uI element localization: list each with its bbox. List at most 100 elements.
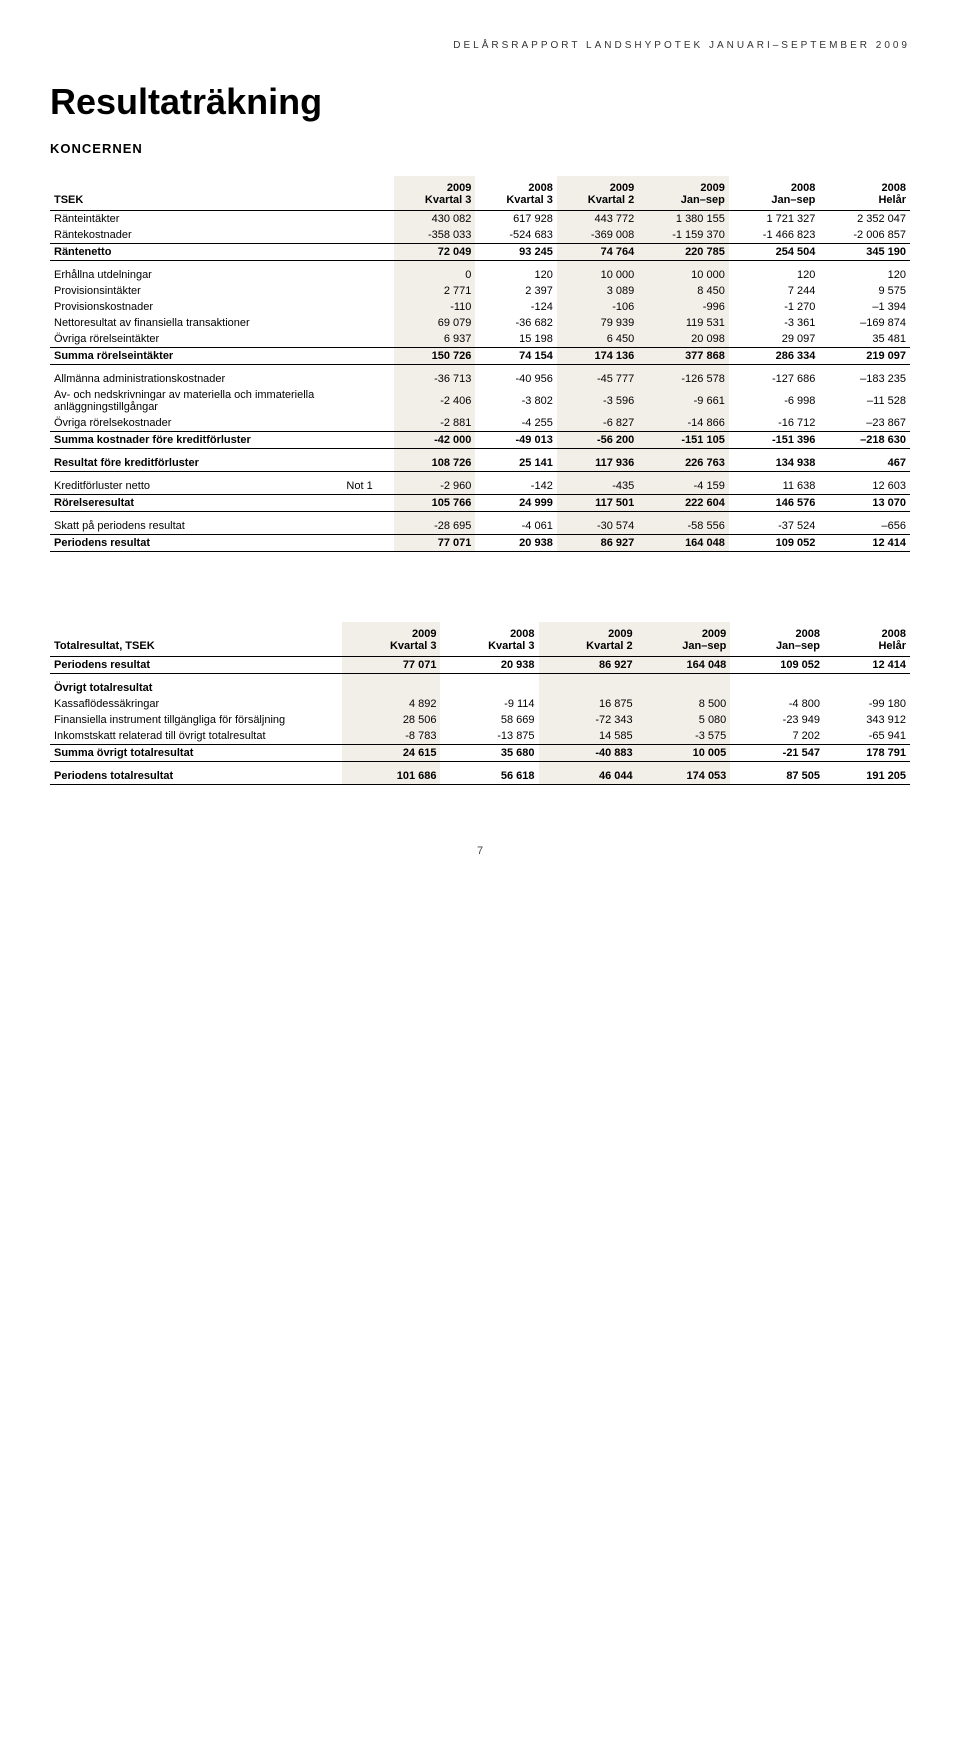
subtitle: KONCERNEN bbox=[50, 141, 910, 156]
cell-value: 150 726 bbox=[394, 348, 475, 365]
cell-value bbox=[730, 680, 824, 696]
cell-value: -42 000 bbox=[394, 432, 475, 449]
cell-value: -358 033 bbox=[394, 227, 475, 244]
cell-value: 7 244 bbox=[729, 283, 820, 299]
cell-value: -142 bbox=[475, 478, 556, 495]
cell-value: -110 bbox=[394, 299, 475, 315]
row-label: Inkomstskatt relaterad till övrigt total… bbox=[50, 728, 342, 745]
cell-value: 430 082 bbox=[394, 211, 475, 228]
cell-value: 12 414 bbox=[819, 535, 910, 552]
row-label: Övrigt totalresultat bbox=[50, 680, 342, 696]
row-label: Ränteintäkter bbox=[50, 211, 342, 228]
table-row: Summa rörelseintäkter150 72674 154174 13… bbox=[50, 348, 910, 365]
cell-value: 25 141 bbox=[475, 455, 556, 472]
row-note bbox=[342, 211, 394, 228]
cell-value: 109 052 bbox=[729, 535, 820, 552]
cell-value: 1 380 155 bbox=[638, 211, 729, 228]
cell-value: 134 938 bbox=[729, 455, 820, 472]
cell-value: 8 500 bbox=[637, 696, 731, 712]
table-row: Rörelseresultat105 76624 999117 501222 6… bbox=[50, 495, 910, 512]
cell-value: 12 414 bbox=[824, 657, 910, 674]
cell-value: -3 575 bbox=[637, 728, 731, 745]
cell-value: -127 686 bbox=[729, 371, 820, 387]
row-label: Periodens resultat bbox=[50, 535, 342, 552]
cell-value: -4 800 bbox=[730, 696, 824, 712]
cell-value: 24 615 bbox=[342, 745, 440, 762]
row-label: Kreditförluster netto bbox=[50, 478, 342, 495]
table-row: Ränteintäkter430 082617 928443 7721 380 … bbox=[50, 211, 910, 228]
cell-value: –1 394 bbox=[819, 299, 910, 315]
col-header: 2008Jan–sep bbox=[730, 622, 824, 657]
row-label: Periodens resultat bbox=[50, 657, 342, 674]
cell-value: -151 105 bbox=[638, 432, 729, 449]
row-label: Periodens totalresultat bbox=[50, 768, 342, 785]
cell-value: 20 938 bbox=[440, 657, 538, 674]
cell-value: -9 114 bbox=[440, 696, 538, 712]
cell-value: 6 937 bbox=[394, 331, 475, 348]
cell-value: 86 927 bbox=[557, 535, 638, 552]
cell-value: 467 bbox=[819, 455, 910, 472]
row-label: Provisionsintäkter bbox=[50, 283, 342, 299]
cell-value: -14 866 bbox=[638, 415, 729, 432]
cell-value: 77 071 bbox=[342, 657, 440, 674]
cell-value: -16 712 bbox=[729, 415, 820, 432]
cell-value: 343 912 bbox=[824, 712, 910, 728]
col-header: 2009Jan–sep bbox=[637, 622, 731, 657]
cell-value: –656 bbox=[819, 518, 910, 535]
row-note bbox=[342, 387, 394, 415]
row-label: Kassaflödessäkringar bbox=[50, 696, 342, 712]
cell-value: 20 938 bbox=[475, 535, 556, 552]
row-label: Finansiella instrument tillgängliga för … bbox=[50, 712, 342, 728]
cell-value: -49 013 bbox=[475, 432, 556, 449]
table-row: Periodens resultat77 07120 93886 927164 … bbox=[50, 535, 910, 552]
cell-value: –11 528 bbox=[819, 387, 910, 415]
row-note bbox=[342, 415, 394, 432]
table-row: Övriga rörelsekostnader-2 881-4 255-6 82… bbox=[50, 415, 910, 432]
row-note bbox=[342, 267, 394, 283]
cell-value bbox=[824, 680, 910, 696]
cell-value: -3 361 bbox=[729, 315, 820, 331]
cell-value: -1 270 bbox=[729, 299, 820, 315]
cell-value: -996 bbox=[638, 299, 729, 315]
table-row: Räntekostnader-358 033-524 683-369 008-1… bbox=[50, 227, 910, 244]
cell-value: 1 721 327 bbox=[729, 211, 820, 228]
page-number: 7 bbox=[50, 845, 910, 857]
cell-value: 5 080 bbox=[637, 712, 731, 728]
cell-value: 10 000 bbox=[557, 267, 638, 283]
row-note bbox=[342, 299, 394, 315]
cell-value: -3 596 bbox=[557, 387, 638, 415]
cell-value: 6 450 bbox=[557, 331, 638, 348]
row-label: Räntekostnader bbox=[50, 227, 342, 244]
cell-value: 28 506 bbox=[342, 712, 440, 728]
row-label: Summa kostnader före kreditförluster bbox=[50, 432, 342, 449]
cell-value: -2 881 bbox=[394, 415, 475, 432]
col-header: 2009Jan–sep bbox=[638, 176, 729, 211]
row-note bbox=[342, 371, 394, 387]
cell-value: -6 827 bbox=[557, 415, 638, 432]
cell-value: 220 785 bbox=[638, 244, 729, 261]
page-title: Resultaträkning bbox=[50, 81, 910, 123]
cell-value: -435 bbox=[557, 478, 638, 495]
cell-value: 74 154 bbox=[475, 348, 556, 365]
cell-value: 109 052 bbox=[730, 657, 824, 674]
row-label: Räntenetto bbox=[50, 244, 342, 261]
cell-value: 74 764 bbox=[557, 244, 638, 261]
cell-value: –169 874 bbox=[819, 315, 910, 331]
row-note bbox=[342, 518, 394, 535]
cell-value: -369 008 bbox=[557, 227, 638, 244]
col-header: 2008Helår bbox=[819, 176, 910, 211]
cell-value: -126 578 bbox=[638, 371, 729, 387]
table-row: Provisionskostnader-110-124-106-996-1 27… bbox=[50, 299, 910, 315]
cell-value: 117 936 bbox=[557, 455, 638, 472]
cell-value: 72 049 bbox=[394, 244, 475, 261]
col-header: 2008Jan–sep bbox=[729, 176, 820, 211]
cell-value: -99 180 bbox=[824, 696, 910, 712]
cell-value: 101 686 bbox=[342, 768, 440, 785]
cell-value: 105 766 bbox=[394, 495, 475, 512]
cell-value: 46 044 bbox=[539, 768, 637, 785]
row-note bbox=[342, 495, 394, 512]
income-statement-table: TSEK2009Kvartal 32008Kvartal 32009Kvarta… bbox=[50, 176, 910, 552]
cell-value: -4 061 bbox=[475, 518, 556, 535]
table-row: Erhållna utdelningar012010 00010 0001201… bbox=[50, 267, 910, 283]
cell-value: 9 575 bbox=[819, 283, 910, 299]
